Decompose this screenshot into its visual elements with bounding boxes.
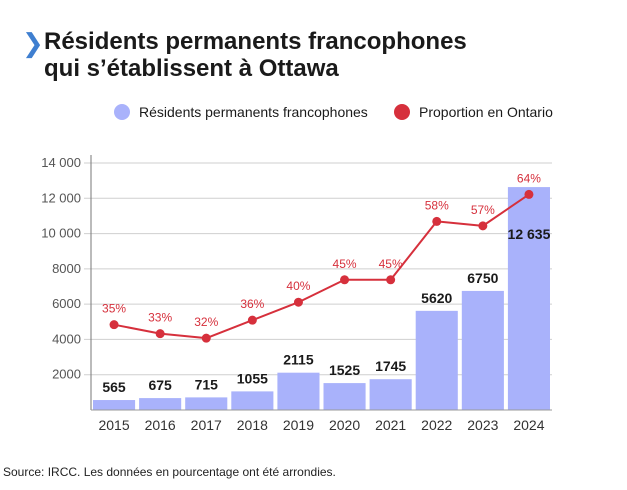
bar	[139, 398, 182, 410]
line-value-label: 57%	[471, 203, 495, 217]
line-value-label: 36%	[240, 297, 264, 311]
bar	[231, 391, 274, 410]
chart-title-line-2: qui s’établissent à Ottawa	[44, 55, 339, 82]
y-tick-label: 14 000	[41, 155, 81, 170]
bar-value-label: 2115	[283, 352, 314, 368]
source-note: Source: IRCC. Les données en pourcentage…	[3, 465, 336, 479]
x-tick-label: 2017	[191, 417, 222, 433]
x-tick-label: 2023	[467, 417, 498, 433]
line-value-label: 45%	[379, 257, 403, 271]
legend-label-line: Proportion en Ontario	[419, 104, 553, 120]
legend-bar-swatch-icon	[114, 104, 130, 120]
line-point	[155, 329, 165, 339]
legend-line-swatch-icon	[394, 104, 410, 120]
line-point	[293, 297, 303, 307]
chart-area: 2000 4000 6000 8000 10 000 12 000 14 000 2015 20…	[0, 140, 627, 440]
legend-label-bars: Résidents permanents francophones	[139, 104, 368, 120]
x-tick-label: 2021	[375, 417, 406, 433]
y-tick-label: 8000	[52, 261, 81, 276]
line-point	[432, 216, 442, 226]
bar-value-label: 1525	[329, 362, 360, 378]
line-point	[386, 275, 396, 285]
line-point	[201, 333, 211, 343]
series-line	[113, 193, 530, 340]
bar-value-label: 675	[148, 377, 172, 393]
line-point	[247, 315, 257, 325]
line-value-label: 64%	[517, 171, 541, 185]
x-tick-label: 2024	[513, 417, 544, 433]
bar	[93, 400, 136, 410]
line-value-label: 33%	[148, 311, 172, 325]
x-tick-label: 2016	[145, 417, 176, 433]
legend-item-line: Proportion en Ontario	[394, 104, 553, 120]
bar	[369, 379, 412, 410]
line-point	[524, 189, 534, 199]
bar	[507, 187, 550, 410]
bar-value-label: 565	[102, 379, 126, 395]
bar	[185, 397, 228, 410]
bar-value-label: 1745	[375, 358, 406, 374]
line-value-label: 35%	[102, 302, 126, 316]
bar-value-label: 1055	[237, 370, 268, 386]
y-tick-label: 2000	[52, 367, 81, 382]
bar-value-label: 6750	[467, 270, 498, 286]
bar	[277, 372, 320, 410]
y-tick-label: 6000	[52, 296, 81, 311]
line-value-label: 58%	[425, 198, 449, 212]
legend-item-bars: Résidents permanents francophones	[114, 104, 368, 120]
x-tick-label: 2022	[421, 417, 452, 433]
x-tick-label: 2018	[237, 417, 268, 433]
bar	[415, 310, 458, 410]
y-tick-label: 10 000	[41, 226, 81, 241]
bar-value-label: 12 635	[508, 226, 551, 242]
line-point	[109, 320, 119, 330]
x-tick-label: 2019	[283, 417, 314, 433]
bar-value-label: 5620	[421, 290, 452, 306]
line-point	[478, 221, 488, 231]
line-value-label: 32%	[194, 315, 218, 329]
line-point	[340, 275, 350, 285]
legend: Résidents permanents francophones Propor…	[0, 104, 627, 126]
line-value-label: 40%	[286, 279, 310, 293]
x-tick-label: 2020	[329, 417, 360, 433]
combo-chart: 2000 4000 6000 8000 10 000 12 000 14 000 2015 20…	[41, 155, 552, 433]
y-tick-label: 12 000	[41, 190, 81, 205]
x-tick-label: 2015	[98, 417, 129, 433]
bar-value-label: 715	[195, 376, 219, 392]
line-value-label: 45%	[333, 257, 357, 271]
bar	[461, 290, 504, 410]
bar	[323, 383, 366, 410]
chevron-right-icon: ❯	[22, 28, 44, 58]
chart-title-line-1: Résidents permanents francophones	[44, 28, 467, 55]
y-tick-label: 4000	[52, 331, 81, 346]
chart-title: Résidents permanents francophones qui s’…	[44, 28, 604, 82]
title-block: ❯ Résidents permanents francophones qui …	[20, 28, 604, 82]
